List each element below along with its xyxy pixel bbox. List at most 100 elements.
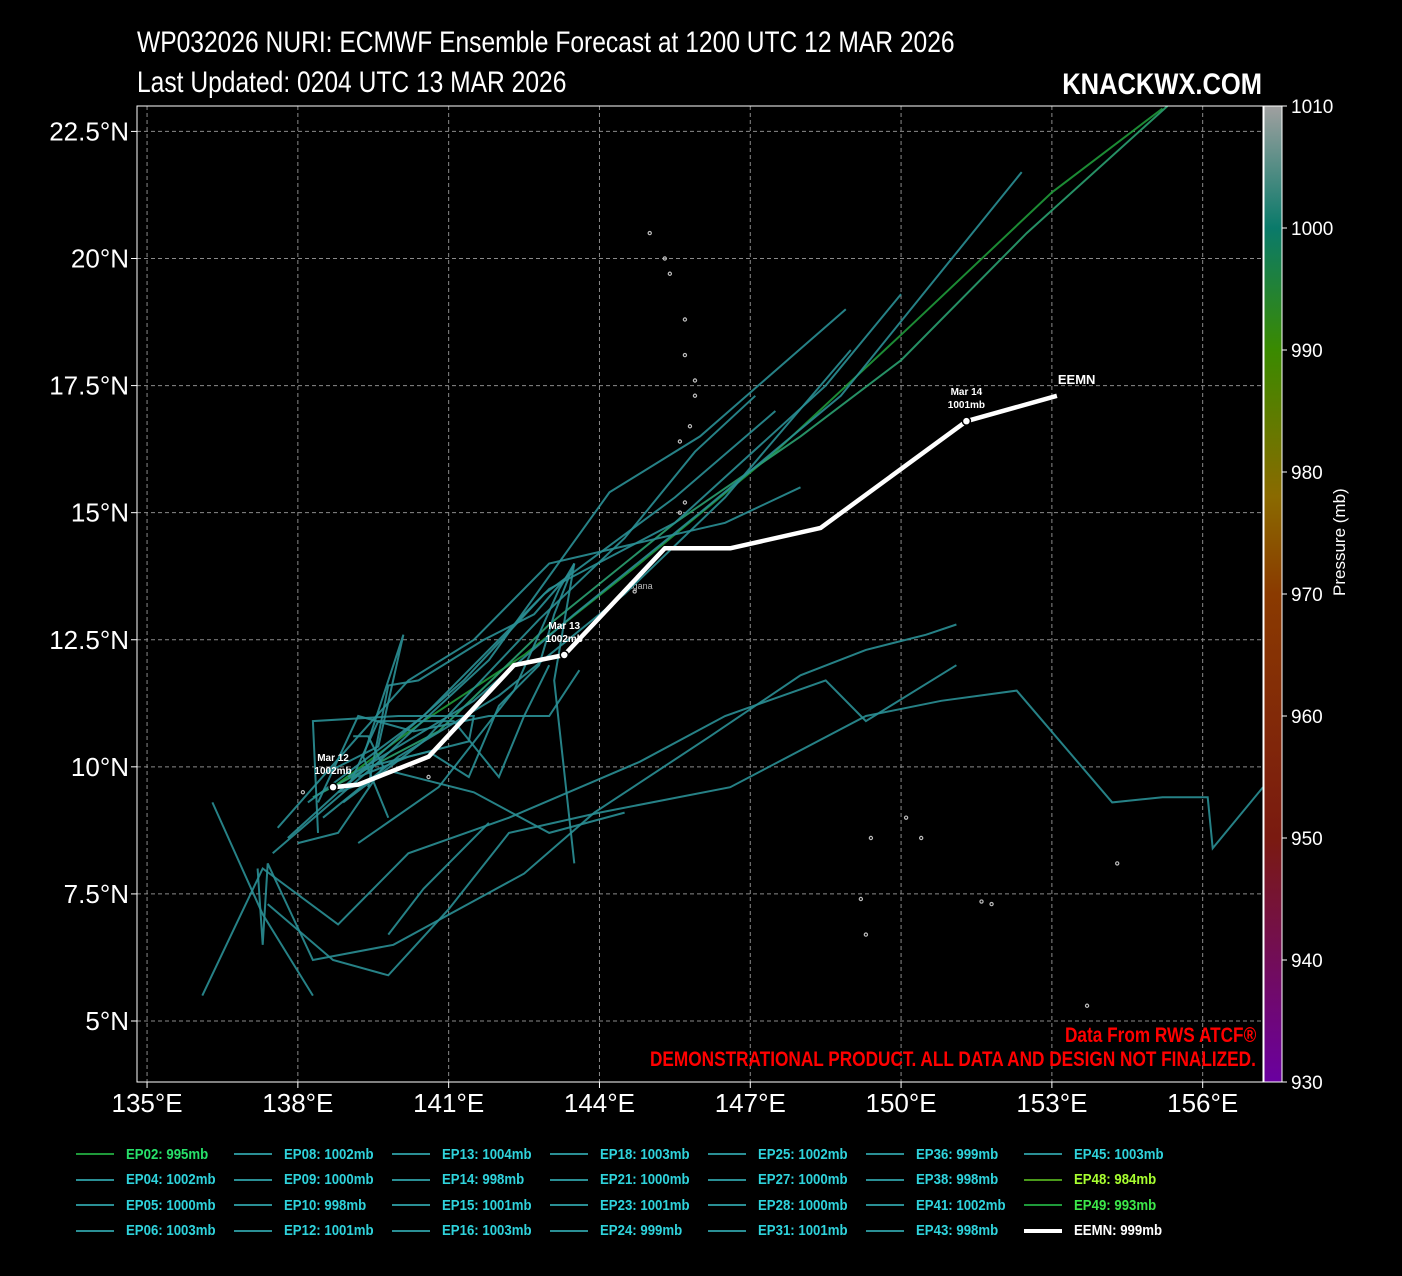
plot-area: Agana Mar 12 1002mb Mar 13 1002mb Mar 14 1001m… (201, 106, 1263, 1008)
legend-item: EP05: 1000mb (76, 1193, 228, 1217)
legend-swatch (76, 1204, 114, 1206)
member-track (267, 689, 1263, 977)
member-track (357, 562, 576, 864)
legend-item: EP27: 1000mb (708, 1168, 860, 1192)
island (300, 790, 306, 795)
legend-swatch (550, 1204, 588, 1206)
marker-date-label: Mar 14 (951, 387, 983, 398)
colorbar-tick-label: 930 (1291, 1073, 1323, 1094)
legend-item: EP13: 1004mb (392, 1142, 544, 1166)
mean-track-marker (328, 782, 338, 792)
legend-label: EP04: 1002mb (126, 1171, 216, 1188)
island (903, 815, 909, 820)
y-tick-label: 20°N (71, 244, 129, 274)
legend-label: EP43: 998mb (916, 1222, 999, 1239)
legend-item: EP45: 1003mb (1024, 1142, 1176, 1166)
member-track (312, 106, 1169, 799)
legend-item: EP14: 998mb (392, 1168, 535, 1192)
legend-swatch (866, 1229, 904, 1232)
colorbar-tick-label: 1000 (1291, 219, 1333, 240)
member-track (287, 410, 777, 839)
member-track (342, 395, 756, 804)
island (687, 424, 693, 429)
legend-label: EP31: 1001mb (758, 1222, 848, 1239)
legend-item: EP16: 1003mb (392, 1219, 544, 1243)
legend-label: EP48: 984mb (1074, 1171, 1157, 1188)
legend-item: EP31: 1001mb (708, 1219, 860, 1243)
legend-item: EP12: 1001mb (234, 1219, 386, 1243)
plot-frame (136, 105, 1264, 1083)
member-track (256, 623, 957, 962)
legend-item: EP24: 999mb (550, 1219, 693, 1243)
member-track (211, 801, 314, 997)
legend-swatch (866, 1178, 904, 1181)
legend-label: EP02: 995mb (126, 1145, 209, 1163)
colorbar-tick-label: 940 (1291, 951, 1323, 972)
legend-swatch (234, 1153, 272, 1155)
member-track (337, 563, 576, 794)
island (677, 510, 683, 515)
legend-label: EP08: 1002mb (284, 1145, 374, 1163)
island (692, 378, 698, 383)
legend-label: EP28: 1000mb (758, 1196, 848, 1214)
legend-label: EP21: 1000mb (600, 1171, 690, 1188)
island (692, 393, 698, 398)
island (863, 932, 869, 937)
mean-track-name-label: EEMN (1058, 372, 1096, 387)
disclaimer-note: DEMONSTRATIONAL PRODUCT. ALL DATA AND DE… (650, 1048, 1256, 1071)
mean-track (332, 393, 1058, 790)
legend-label: EP05: 1000mb (126, 1196, 216, 1214)
island (647, 230, 652, 236)
chart-title: WP032026 NURI: ECMWF Ensemble Forecast a… (137, 26, 955, 59)
x-tick-label: 138°E (262, 1088, 333, 1118)
member-track (297, 735, 385, 845)
legend-swatch (550, 1229, 588, 1232)
legend-swatch (708, 1204, 746, 1206)
y-tick-label: 12.5°N (49, 625, 129, 655)
island (989, 901, 994, 907)
brand-logo-text: KNACKWX.COM (1062, 68, 1262, 101)
legend-swatch (392, 1178, 430, 1181)
island (979, 899, 984, 904)
legend-item: EP25: 1002mb (708, 1142, 860, 1166)
legend-item: EP49: 993mb (1024, 1193, 1167, 1217)
island (667, 271, 673, 276)
colorbar-tick-label: 950 (1291, 829, 1323, 850)
legend-item: EP18: 1003mb (550, 1142, 702, 1166)
legend-swatch (392, 1153, 430, 1155)
x-tick-label: 156°E (1167, 1088, 1238, 1118)
island (858, 896, 864, 902)
member-track (347, 664, 551, 788)
legend-item: EP21: 1000mb (550, 1168, 702, 1192)
marker-pressure-label: 1002mb (546, 634, 583, 645)
x-tick-label: 135°E (111, 1088, 182, 1118)
island (682, 500, 688, 505)
legend-label: EP25: 1002mb (758, 1145, 848, 1163)
island (682, 352, 688, 358)
colorbar-tick-label: 1010 (1291, 97, 1333, 118)
legend-item: EP08: 1002mb (234, 1142, 386, 1166)
island (868, 835, 874, 841)
legend-swatch (76, 1229, 114, 1232)
colorbar-tick-label: 960 (1291, 707, 1323, 728)
legend-label: EP16: 1003mb (442, 1222, 532, 1239)
legend-item: EP06: 1003mb (76, 1219, 228, 1243)
legend-label: EP06: 1003mb (126, 1222, 216, 1239)
y-tick-label: 17.5°N (49, 371, 129, 401)
legend-label: EP15: 1001mb (442, 1196, 532, 1214)
island (632, 589, 637, 594)
marker-pressure-label: 1002mb (314, 766, 351, 777)
legend-label: EP41: 1002mb (916, 1196, 1006, 1214)
legend-swatch (1024, 1228, 1062, 1233)
legend-item: EP10: 998mb (234, 1193, 377, 1217)
legend-swatch (1024, 1153, 1062, 1155)
island (1084, 1003, 1090, 1008)
island (682, 317, 688, 322)
legend-swatch (234, 1178, 272, 1181)
legend-swatch (550, 1178, 588, 1181)
y-tick-label: 5°N (85, 1006, 129, 1036)
grid: 135°E 138°E 141°E 144°E 147°E 150°E 153°E 156°E… (49, 106, 1263, 1118)
legend-label: EP23: 1001mb (600, 1196, 690, 1214)
legend-swatch (392, 1204, 430, 1206)
member-track (367, 573, 571, 788)
